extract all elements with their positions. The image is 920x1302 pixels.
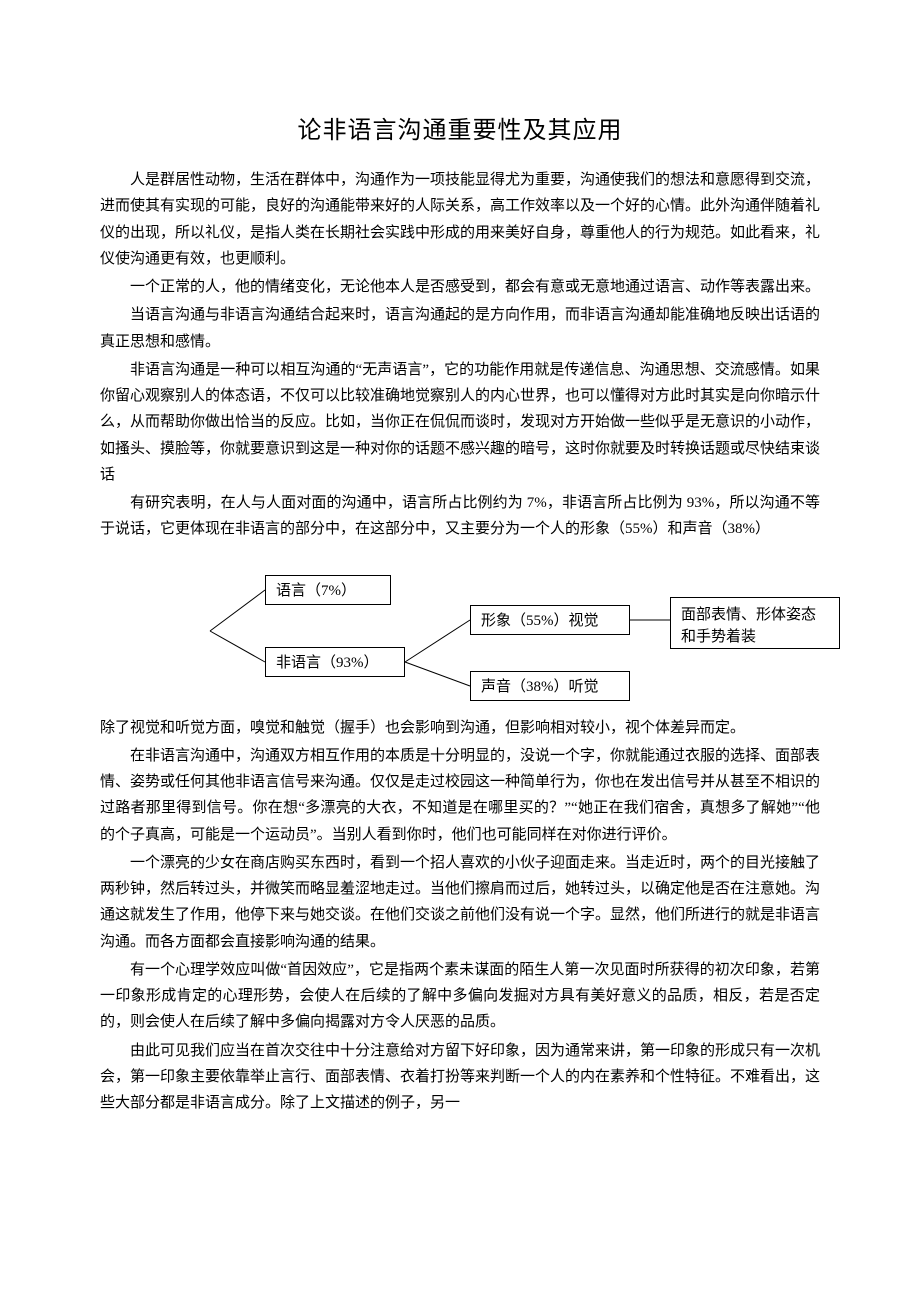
edge — [405, 662, 470, 686]
edge — [405, 620, 470, 662]
paragraph-5: 有研究表明，在人与人面对面的沟通中，语言所占比例约为 7%，非语言所占比例为 9… — [100, 490, 820, 543]
paragraph-10: 由此可见我们应当在首次交往中十分注意给对方留下好印象，因为通常来讲，第一印象的形… — [100, 1038, 820, 1117]
node-details: 面部表情、形体姿态 和手势着装 — [670, 597, 840, 649]
node-sound: 声音（38%）听觉 — [470, 671, 630, 701]
paragraph-4: 非语言沟通是一种可以相互沟通的“无声语言”，它的功能作用就是传递信息、沟通思想、… — [100, 357, 820, 488]
communication-tree-diagram: 语言（7%） 非语言（93%） 形象（55%）视觉 声音（38%）听觉 面部表情… — [100, 561, 820, 701]
edge — [210, 590, 265, 631]
edge — [210, 631, 265, 662]
paragraph-6: 除了视觉和听觉方面，嗅觉和触觉（握手）也会影响到沟通，但影响相对较小，视个体差异… — [100, 715, 820, 741]
page-title: 论非语言沟通重要性及其应用 — [100, 110, 820, 145]
paragraph-7: 在非语言沟通中，沟通双方相互作用的本质是十分明显的，没说一个字，你就能通过衣服的… — [100, 743, 820, 848]
paragraph-8: 一个漂亮的少女在商店购买东西时，看到一个招人喜欢的小伙子迎面走来。当走近时，两个… — [100, 850, 820, 955]
paragraph-9: 有一个心理学效应叫做“首因效应”，它是指两个素未谋面的陌生人第一次见面时所获得的… — [100, 957, 820, 1036]
node-details-line2: 和手势着装 — [681, 629, 756, 645]
node-image: 形象（55%）视觉 — [470, 605, 630, 635]
paragraph-2: 一个正常的人，他的情绪变化，无论他本人是否感受到，都会有意或无意地通过语言、动作… — [100, 274, 820, 300]
paragraph-3: 当语言沟通与非语言沟通结合起来时，语言沟通起的是方向作用，而非语言沟通却能准确地… — [100, 302, 820, 355]
paragraph-1: 人是群居性动物，生活在群体中，沟通作为一项技能显得尤为重要，沟通使我们的想法和意… — [100, 167, 820, 272]
node-details-line1: 面部表情、形体姿态 — [681, 607, 816, 623]
node-nonverbal: 非语言（93%） — [265, 647, 405, 677]
node-language: 语言（7%） — [265, 575, 391, 605]
